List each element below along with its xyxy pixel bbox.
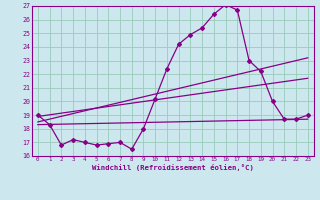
X-axis label: Windchill (Refroidissement éolien,°C): Windchill (Refroidissement éolien,°C): [92, 164, 254, 171]
